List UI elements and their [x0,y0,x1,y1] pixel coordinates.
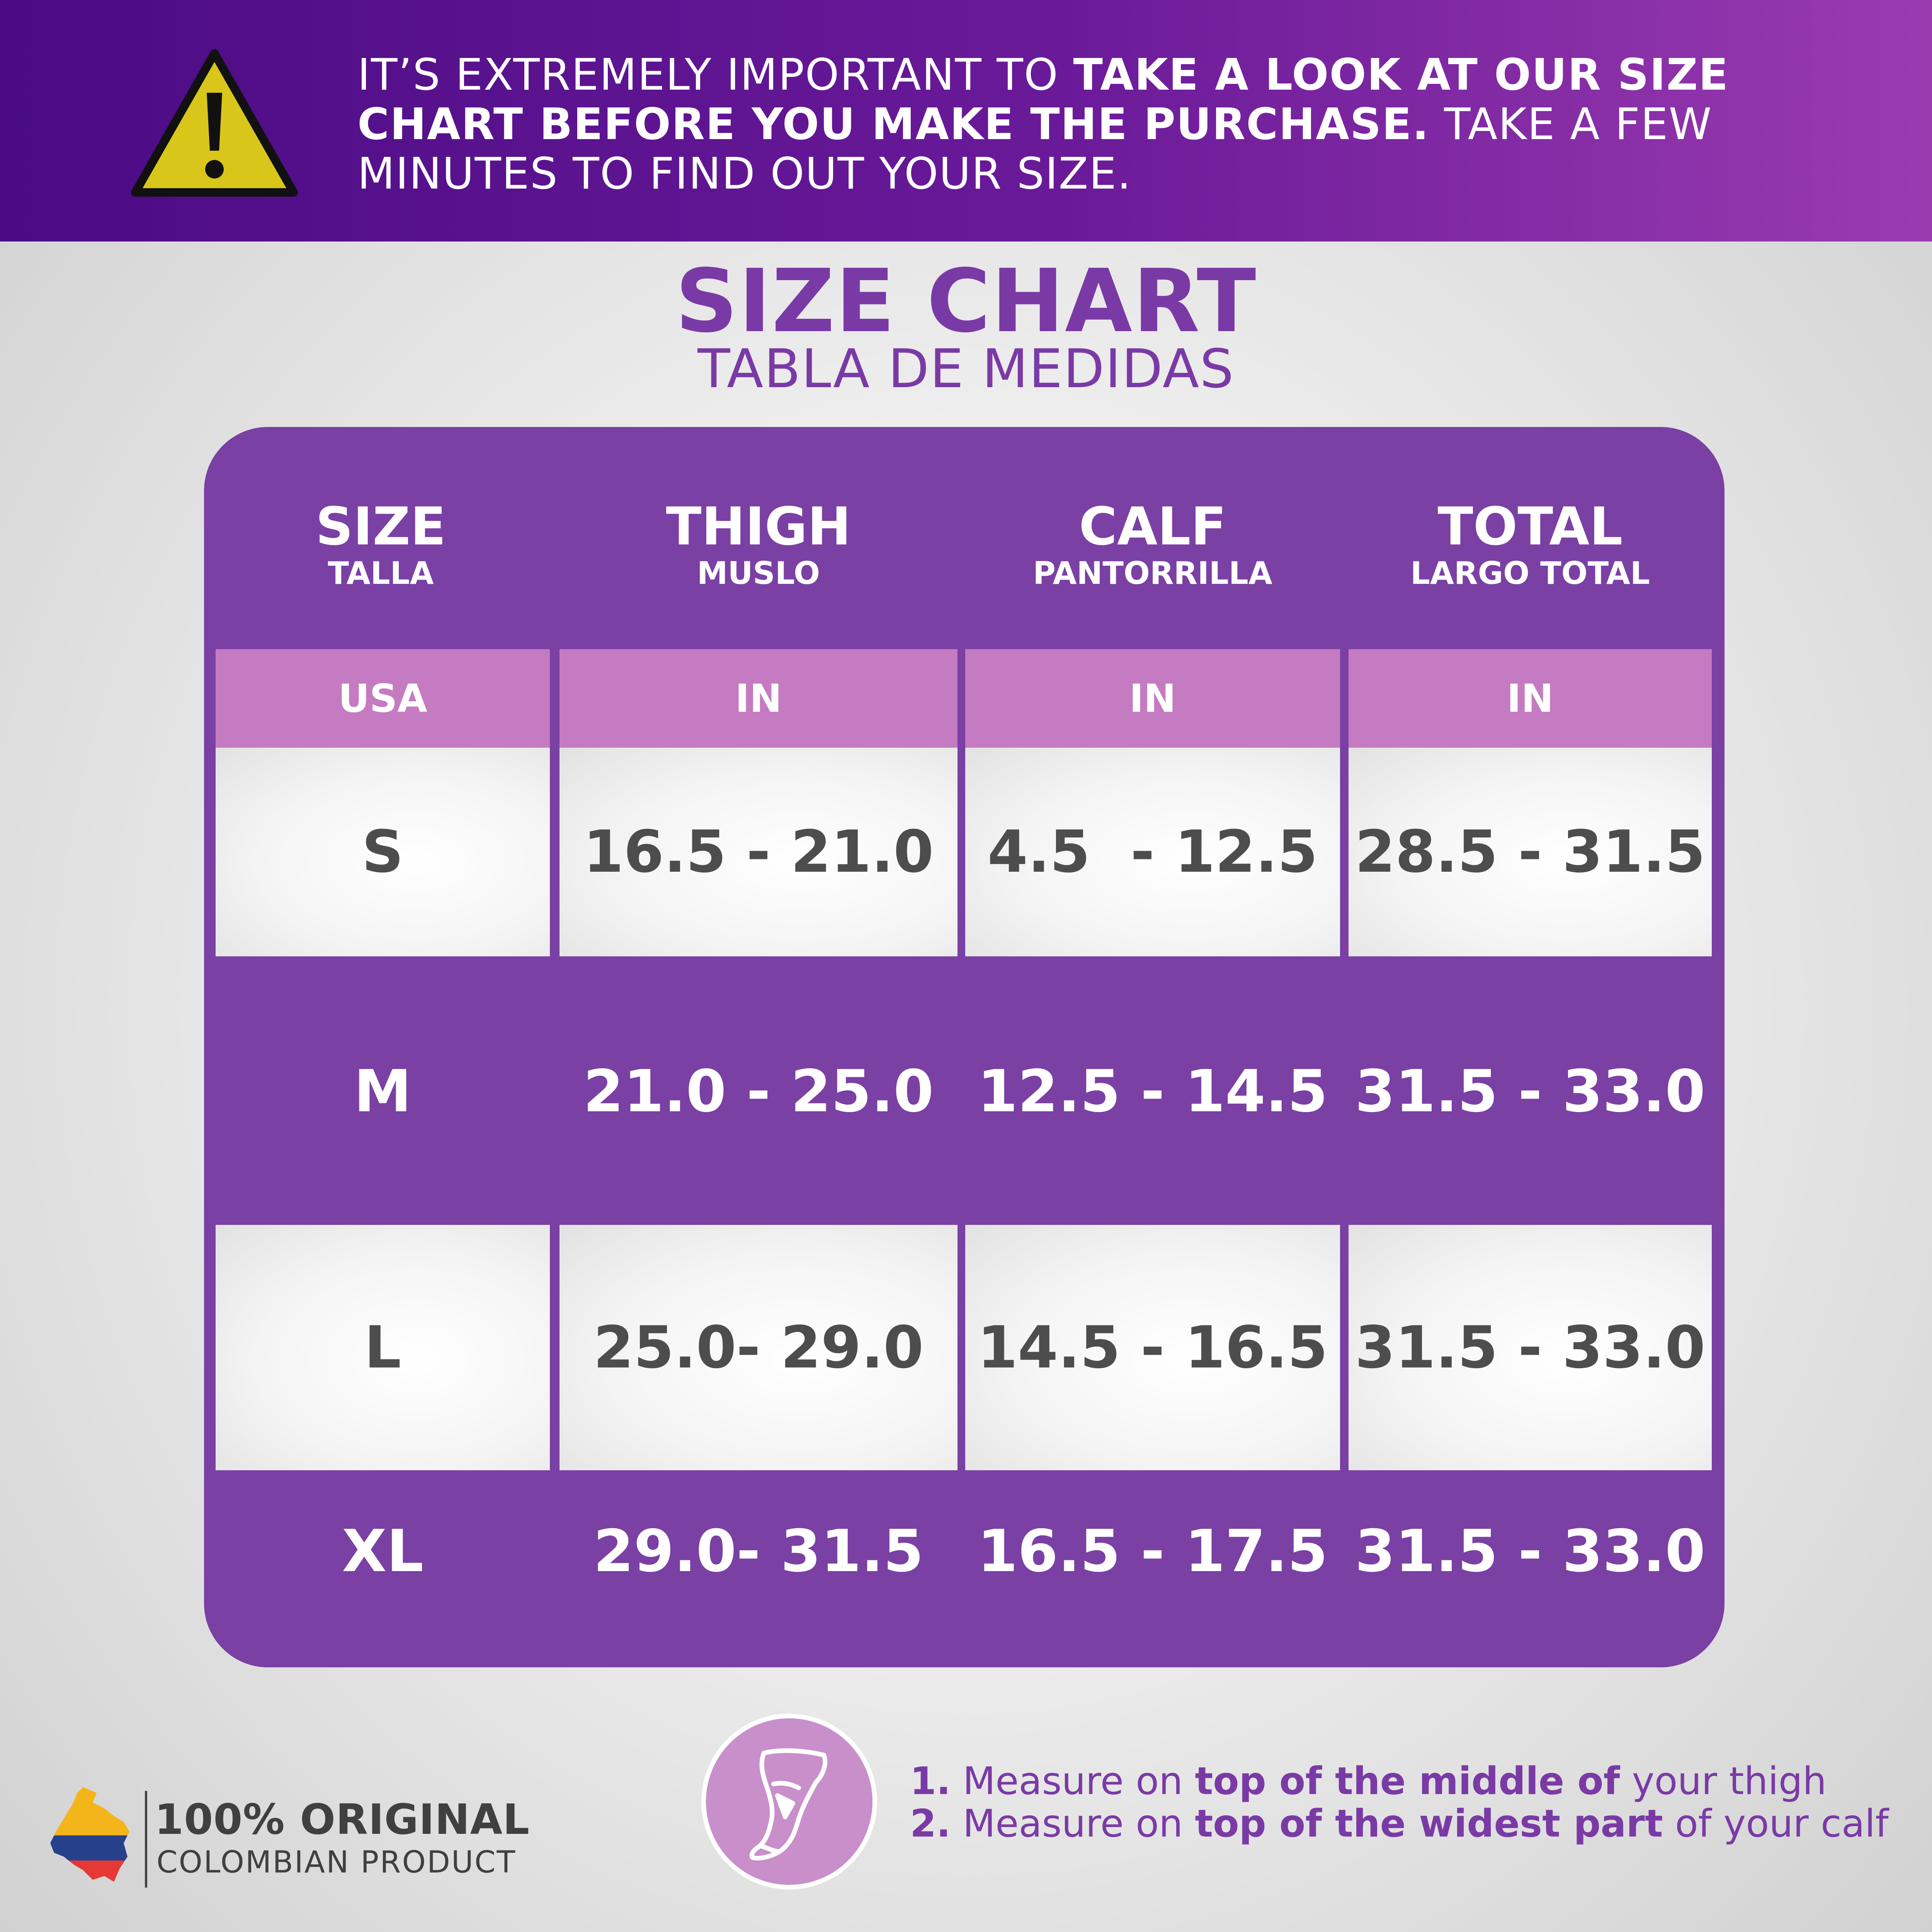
measure-icon-badge [701,1714,877,1889]
warning-triangle-icon [131,49,298,197]
warning-message: IT’S EXTREMELY IMPORTANT TO TAKE A LOOK … [357,50,1845,199]
table-row-l-size: L [216,1225,550,1470]
table-row-xl-thigh: 29.0- 31.5 [593,1518,924,1585]
instruction-calf-number: 2. [910,1802,951,1846]
size-chart-table: SIZE TALLA THIGH MUSLO CALF PANTORRILLA … [204,427,1725,1667]
instruction-thigh: 1. Measure on top of the middle of your … [910,1760,1827,1803]
col-header-size: SIZE TALLA [212,500,550,591]
table-row-s-total: 28.5 - 31.5 [1349,748,1712,956]
instruction-calf-pre: Measure on [951,1802,1195,1846]
footer-divider [145,1791,147,1888]
table-row-l-thigh: 25.0- 29.0 [560,1225,957,1470]
unit-total: IN [1349,649,1712,748]
col-header-total: TOTAL LARGO TOTAL [1349,500,1712,591]
warning-text-tail: TAKE A FEW MINUTES TO FIND OUT YOUR SIZE… [357,99,1713,199]
table-row-xl-size: XL [342,1518,424,1585]
leg-measure-icon [749,1748,828,1861]
col-header-thigh-en: THIGH [666,496,851,557]
unit-thigh: IN [560,649,957,748]
warning-banner: IT’S EXTREMELY IMPORTANT TO TAKE A LOOK … [0,0,1932,242]
col-header-calf: CALF PANTORRILLA [965,500,1340,591]
table-row-s-thigh: 16.5 - 21.0 [560,748,957,956]
table-row-m-total: 31.5 - 33.0 [1355,1058,1706,1125]
col-header-thigh-es: MUSLO [697,555,820,591]
unit-size: USA [216,649,550,748]
instruction-thigh-number: 1. [910,1759,951,1803]
table-row-m-thigh: 21.0 - 25.0 [583,1058,934,1125]
original-badge-title: 100% ORIGINAL [155,1796,530,1844]
table-row-xl-total: 31.5 - 33.0 [1355,1518,1706,1585]
warning-text-regular: IT’S EXTREMELY IMPORTANT TO [357,50,1073,100]
table-row-s-size: S [216,748,550,956]
page-title: SIZE CHART [675,251,1257,352]
col-header-thigh: THIGH MUSLO [560,500,957,591]
warning-text-bold: TAKE A LOOK AT OUR SIZE CHART BEFORE YOU… [357,50,1729,150]
instruction-calf-post: of your calf [1663,1802,1889,1846]
col-header-size-es: TALLA [328,555,434,591]
page-subtitle: TABLA DE MEDIDAS [697,338,1235,400]
instruction-thigh-post: your thigh [1620,1759,1827,1803]
table-row-m-calf: 12.5 - 14.5 [977,1058,1328,1125]
col-header-calf-en: CALF [1079,496,1226,557]
instruction-calf: 2. Measure on top of the widest part of … [910,1803,1889,1845]
col-header-total-en: TOTAL [1437,496,1623,557]
unit-calf: IN [965,649,1340,748]
table-row-l-total: 31.5 - 33.0 [1349,1225,1712,1470]
col-header-size-en: SIZE [315,496,446,557]
instruction-calf-bold: top of the widest part [1195,1802,1663,1846]
instruction-thigh-pre: Measure on [951,1759,1195,1803]
table-row-l-calf: 14.5 - 16.5 [965,1225,1340,1470]
col-header-total-es: LARGO TOTAL [1410,555,1650,591]
table-row-m-size: M [354,1058,412,1125]
table-row-xl-calf: 16.5 - 17.5 [977,1518,1328,1585]
instruction-thigh-bold: top of the middle of [1195,1759,1620,1803]
original-badge-subtitle: COLOMBIAN PRODUCT [156,1845,517,1880]
col-header-calf-es: PANTORRILLA [1033,555,1272,591]
table-row-s-calf: 4.5 - 12.5 [965,748,1340,956]
colombia-flag-map-icon [50,1787,129,1882]
